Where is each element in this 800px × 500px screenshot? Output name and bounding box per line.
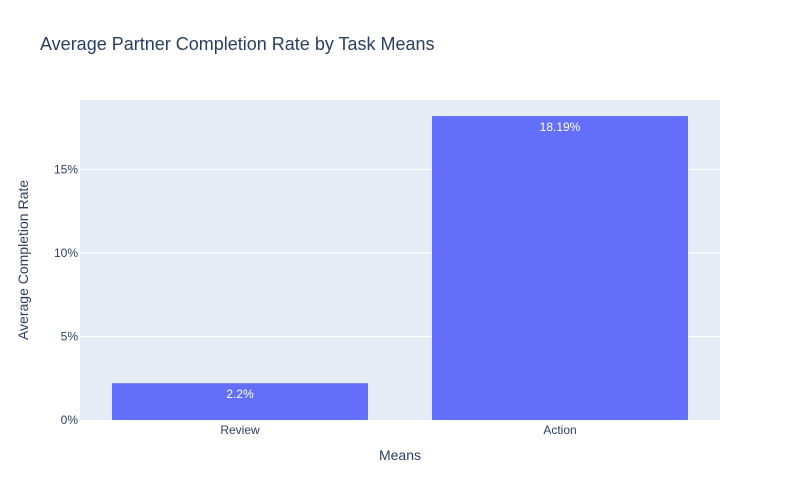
x-axis-ticks: Review Action <box>220 423 576 437</box>
x-tick-label: Review <box>220 423 260 437</box>
y-axis-ticks: 0% 5% 10% 15% <box>54 162 78 427</box>
y-axis-title: Average Completion Rate <box>15 180 31 340</box>
y-tick-label: 5% <box>61 329 79 343</box>
bars <box>112 116 688 420</box>
x-tick-label: Action <box>543 423 576 437</box>
x-axis-title: Means <box>379 447 421 463</box>
bar-review <box>112 383 368 420</box>
data-labels: 2.2% 18.19% <box>226 120 580 401</box>
y-tick-label: 0% <box>61 413 79 427</box>
bar-action <box>432 116 688 420</box>
y-tick-label: 10% <box>54 246 78 260</box>
data-label: 2.2% <box>226 387 254 401</box>
chart-title: Average Partner Completion Rate by Task … <box>40 34 435 54</box>
y-tick-label: 15% <box>54 162 78 176</box>
data-label: 18.19% <box>540 120 581 134</box>
